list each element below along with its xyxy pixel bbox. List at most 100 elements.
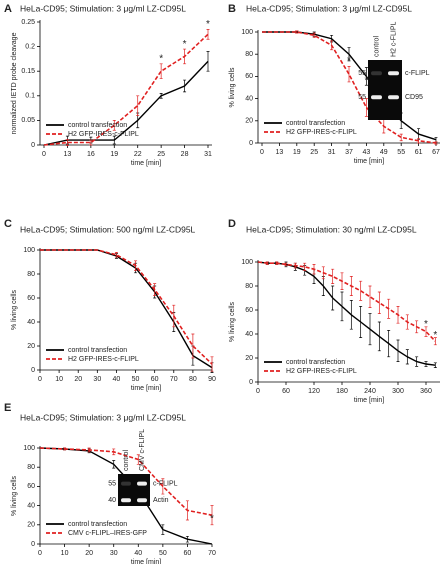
x-tick-label: 90 [208, 376, 216, 383]
error-bar [185, 500, 189, 521]
blot [368, 60, 402, 120]
y-tick-label: 80 [27, 464, 35, 471]
error-bar [349, 300, 353, 330]
error-bar [112, 448, 116, 456]
error-bar [191, 333, 195, 359]
error-bar [112, 120, 116, 131]
blot-band [121, 481, 131, 486]
error-bar [295, 30, 299, 34]
x-tick-label: 20 [85, 550, 93, 557]
x-tick-label: 31 [328, 149, 336, 156]
y-tick-label: 0 [31, 142, 35, 149]
x-tick-label: 0 [256, 388, 260, 395]
error-bar [183, 48, 187, 65]
series-line [40, 249, 213, 369]
x-tick-label: 70 [170, 376, 178, 383]
y-tick-label: 60 [27, 483, 35, 490]
y-tick-label: 100 [23, 247, 35, 254]
x-tick-label: 19 [110, 151, 118, 158]
legend-label: control transfection [68, 521, 127, 528]
legend-label: control transfection [68, 122, 127, 129]
annotation: * [433, 330, 437, 341]
annotation: * [206, 19, 210, 30]
legend-label: control transfection [286, 120, 345, 127]
blot-band [137, 498, 147, 503]
error-bar [377, 291, 381, 314]
panel-label: E [4, 402, 11, 414]
error-bar [293, 262, 297, 269]
lane-label: H2 c-FLIPL [390, 21, 397, 57]
panel-label: D [228, 218, 236, 230]
legend-label: H2 GFP-IRES-c-FLIPL [286, 129, 357, 136]
y-tick-label: 0 [31, 541, 35, 548]
legend-label: H2 GFP-IRES-c-FLIPL [286, 368, 357, 375]
error-bar [364, 67, 368, 86]
y-tick-label: 60 [245, 73, 253, 80]
annotation: * [424, 319, 428, 330]
y-tick-label: 40 [27, 319, 35, 326]
x-tick-label: 360 [420, 388, 432, 395]
error-bar [87, 447, 91, 453]
x-tick-label: 55 [397, 149, 405, 156]
error-bar [387, 298, 391, 319]
error-bar [134, 260, 138, 271]
error-bar [359, 306, 363, 338]
x-tick-label: 10 [61, 550, 69, 557]
error-bar [210, 356, 214, 372]
y-axis-label: % living cells [229, 301, 236, 342]
y-tick-label: 40 [245, 331, 253, 338]
y-tick-label: 0 [31, 367, 35, 374]
x-tick-label: 19 [293, 149, 301, 156]
band-label: Actin [153, 497, 169, 504]
chart-title: HeLa-CD95; Stimulation: 3 μg/ml LZ-CD95L [246, 3, 412, 13]
x-tick-label: 25 [157, 151, 165, 158]
x-axis-label: time [min] [131, 385, 161, 392]
x-tick-label: 60 [184, 550, 192, 557]
x-tick-label: 0 [260, 149, 264, 156]
x-tick-label: 13 [276, 149, 284, 156]
error-bar [433, 362, 437, 368]
error-bar [368, 313, 372, 346]
error-bar [303, 262, 307, 271]
y-tick-label: 80 [245, 283, 253, 290]
error-bar [330, 40, 334, 51]
error-bar [349, 276, 353, 296]
legend-label: control transfection [68, 347, 127, 354]
error-bar [206, 29, 210, 40]
error-bar [331, 285, 335, 311]
size-marker: 55 [358, 70, 366, 77]
x-tick-label: 40 [134, 550, 142, 557]
y-tick-label: 100 [241, 259, 253, 266]
x-tick-label: 0 [38, 550, 42, 557]
x-tick-label: 30 [93, 376, 101, 383]
error-bar [63, 447, 67, 451]
x-axis-label: time [min] [354, 397, 384, 404]
chart-title: HeLa-CD95; Stimulation: 3 μg/ml LZ-CD95L [20, 3, 186, 13]
lane-label: CMV c-FLIPL [139, 429, 146, 471]
y-tick-label: 20 [27, 343, 35, 350]
y-tick-label: 80 [245, 51, 253, 58]
error-bar [159, 92, 163, 99]
x-tick-label: 80 [189, 376, 197, 383]
error-bar [434, 141, 438, 145]
annotation: * [183, 39, 187, 50]
error-bar [417, 138, 421, 144]
series-line [43, 33, 209, 146]
error-bar [112, 135, 116, 145]
y-tick-label: 20 [27, 522, 35, 529]
x-tick-label: 60 [151, 376, 159, 383]
error-bar [265, 261, 269, 265]
error-bar [159, 63, 163, 79]
chart-title: HeLa-CD95; Stimulation: 3 μg/ml LZ-CD95L [20, 412, 186, 422]
lane-label: control [123, 450, 130, 471]
error-bar [321, 266, 325, 280]
series-line [257, 261, 436, 366]
blot-band [121, 498, 131, 503]
annotation: * [159, 54, 163, 65]
chart-title: HeLa-CD95; Stimulation: 500 ng/ml LZ-CD9… [20, 224, 196, 234]
x-tick-label: 0 [38, 376, 42, 383]
error-bar [210, 505, 214, 526]
size-marker: 40 [108, 497, 116, 504]
